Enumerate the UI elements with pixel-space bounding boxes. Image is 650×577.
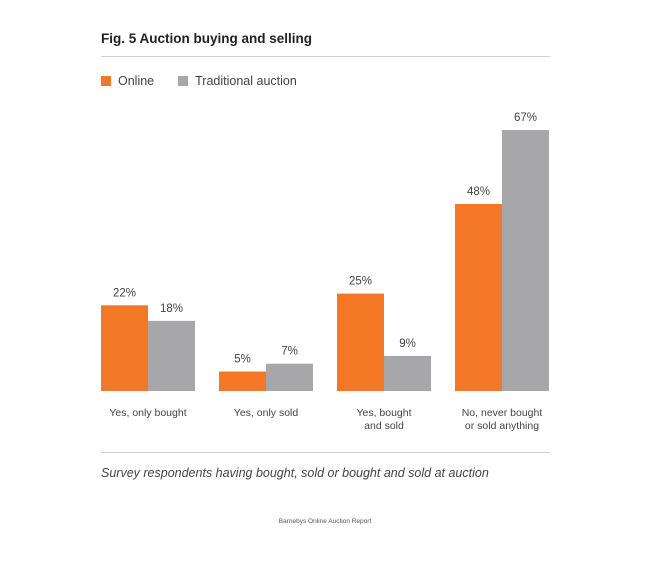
data-label-traditional-2: 9% (399, 338, 416, 350)
legend-label-traditional: Traditional auction (195, 74, 297, 88)
data-label-online-3: 48% (467, 186, 490, 198)
data-label-online-1: 5% (234, 354, 251, 366)
category-label-2-1: and sold (364, 420, 404, 432)
bar-online-1 (219, 371, 266, 391)
data-label-online-0: 22% (113, 287, 136, 299)
bar-traditional-0 (148, 320, 195, 391)
category-label-3-0: No, never bought (462, 407, 543, 419)
data-label-traditional-0: 18% (160, 303, 183, 315)
category-label-0-0: Yes, only bought (109, 407, 186, 419)
legend-item-online: Online (101, 74, 154, 88)
chart-caption: Survey respondents having bought, sold o… (101, 466, 489, 480)
category-label-1-0: Yes, only sold (234, 407, 299, 419)
bar-traditional-2 (384, 355, 431, 391)
bar-online-3 (455, 204, 502, 391)
bar-traditional-3 (502, 130, 549, 391)
legend-swatch-traditional (178, 76, 189, 86)
chart-title: Fig. 5 Auction buying and selling (101, 31, 313, 46)
top-divider (101, 56, 550, 57)
category-label-3-1: or sold anything (465, 420, 539, 432)
legend: Online Traditional auction (101, 74, 321, 88)
bar-chart: 22% 18% Yes, only bought 5% 7% Yes, only sold… (101, 112, 549, 432)
data-label-traditional-1: 7% (281, 346, 298, 358)
bar-online-2 (337, 293, 384, 391)
data-label-traditional-3: 67% (514, 112, 537, 124)
bottom-divider (101, 452, 550, 453)
legend-item-traditional: Traditional auction (178, 74, 297, 88)
legend-label-online: Online (118, 74, 155, 88)
legend-swatch-online (101, 76, 111, 86)
bar-traditional-1 (266, 363, 313, 391)
category-label-2-0: Yes, bought (356, 407, 411, 419)
source-credit: Barnebys Online Auction Report (278, 518, 372, 525)
data-label-online-2: 25% (349, 276, 372, 288)
bar-online-0 (101, 305, 148, 391)
